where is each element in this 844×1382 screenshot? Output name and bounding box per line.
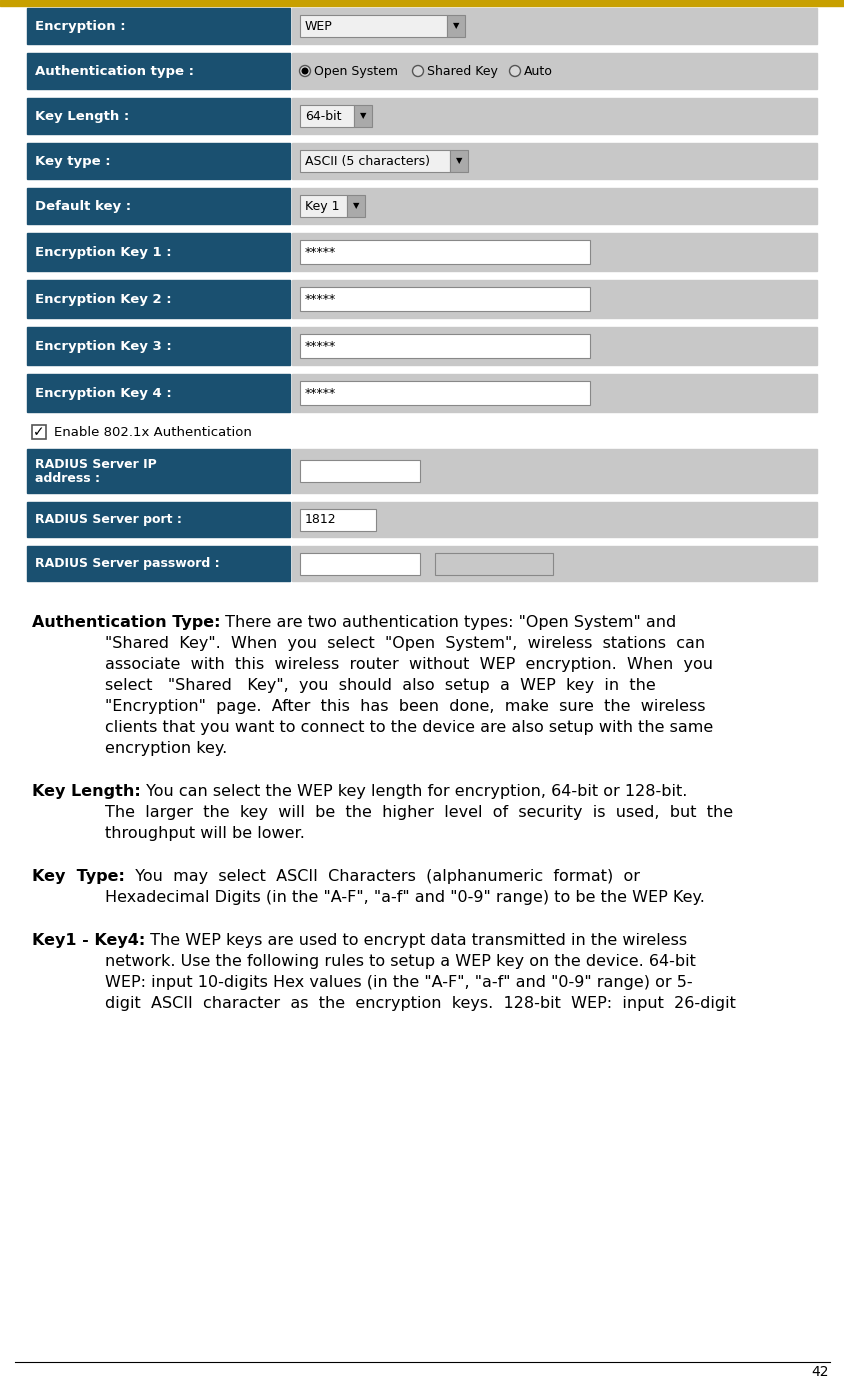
Text: RADIUS Server port :: RADIUS Server port :: [35, 513, 181, 527]
Text: 64-bit: 64-bit: [305, 109, 341, 123]
Text: You can select the WEP key length for encryption, 64-bit or 128-bit.: You can select the WEP key length for en…: [141, 784, 686, 799]
Bar: [27, 188, 289, 224]
Text: WEP: input 10-digits Hex values (in the "A-F", "a-f" and "0-9" range) or 5-: WEP: input 10-digits Hex values (in the …: [105, 974, 692, 990]
Text: ASCII (5 characters): ASCII (5 characters): [305, 155, 430, 167]
Text: WEP: WEP: [305, 19, 333, 33]
Bar: [354, 105, 371, 127]
Bar: [435, 553, 552, 575]
Bar: [292, 328, 816, 365]
Bar: [27, 375, 289, 412]
Bar: [27, 234, 289, 271]
Text: Encryption Key 4 :: Encryption Key 4 :: [35, 387, 171, 399]
Text: Key  Type:: Key Type:: [32, 869, 125, 884]
Bar: [300, 195, 347, 217]
Bar: [300, 460, 419, 482]
Text: 42: 42: [810, 1365, 828, 1379]
Text: *****: *****: [305, 293, 336, 305]
Text: Default key :: Default key :: [35, 199, 131, 213]
Text: ▼: ▼: [455, 156, 462, 166]
Bar: [292, 53, 816, 88]
Bar: [292, 8, 816, 44]
Bar: [27, 8, 289, 44]
Bar: [27, 281, 289, 318]
Text: Auto: Auto: [523, 65, 552, 77]
Text: *****: *****: [305, 340, 336, 352]
Text: Encryption Key 2 :: Encryption Key 2 :: [35, 293, 171, 305]
Bar: [300, 334, 589, 358]
Bar: [27, 328, 289, 365]
Text: Key 1: Key 1: [305, 199, 339, 213]
Bar: [300, 509, 376, 531]
Text: You  may  select  ASCII  Characters  (alphanumeric  format)  or: You may select ASCII Characters (alphanu…: [125, 869, 639, 884]
Text: network. Use the following rules to setup a WEP key on the device. 64-bit: network. Use the following rules to setu…: [105, 954, 695, 969]
Text: Encryption :: Encryption :: [35, 19, 126, 33]
Text: select   "Shared   Key",  you  should  also  setup  a  WEP  key  in  the: select "Shared Key", you should also set…: [105, 679, 655, 692]
Bar: [27, 142, 289, 180]
Text: The  larger  the  key  will  be  the  higher  level  of  security  is  used,  bu: The larger the key will be the higher le…: [105, 804, 733, 820]
Bar: [0, 0, 844, 6]
Bar: [300, 240, 589, 264]
Bar: [27, 53, 289, 88]
Bar: [292, 449, 816, 493]
Bar: [292, 142, 816, 180]
Text: Key type :: Key type :: [35, 155, 111, 167]
Bar: [292, 98, 816, 134]
Text: RADIUS Server password :: RADIUS Server password :: [35, 557, 219, 569]
Bar: [27, 98, 289, 134]
Text: Shared Key: Shared Key: [426, 65, 497, 77]
Bar: [292, 546, 816, 580]
Text: 1812: 1812: [305, 513, 336, 527]
Bar: [300, 105, 354, 127]
Bar: [300, 15, 446, 37]
Bar: [27, 546, 289, 580]
Text: Hexadecimal Digits (in the "A-F", "a-f" and "0-9" range) to be the WEP Key.: Hexadecimal Digits (in the "A-F", "a-f" …: [105, 890, 704, 905]
Text: Enable 802.1x Authentication: Enable 802.1x Authentication: [54, 426, 252, 438]
Text: digit  ASCII  character  as  the  encryption  keys.  128-bit  WEP:  input  26-di: digit ASCII character as the encryption …: [105, 996, 735, 1012]
Text: Encryption Key 3 :: Encryption Key 3 :: [35, 340, 171, 352]
Bar: [292, 188, 816, 224]
Text: Key Length:: Key Length:: [32, 784, 141, 799]
Text: *****: *****: [305, 246, 336, 258]
Text: address :: address :: [35, 471, 100, 485]
Text: ▼: ▼: [360, 112, 365, 120]
Bar: [292, 234, 816, 271]
Text: associate  with  this  wireless  router  without  WEP  encryption.  When  you: associate with this wireless router with…: [105, 656, 712, 672]
Bar: [27, 449, 289, 493]
Bar: [446, 15, 464, 37]
Text: Encryption Key 1 :: Encryption Key 1 :: [35, 246, 171, 258]
Text: clients that you want to connect to the device are also setup with the same: clients that you want to connect to the …: [105, 720, 712, 735]
Text: There are two authentication types: "Open System" and: There are two authentication types: "Ope…: [220, 615, 676, 630]
Bar: [300, 553, 419, 575]
Bar: [300, 287, 589, 311]
Text: Open System: Open System: [314, 65, 398, 77]
Circle shape: [509, 65, 520, 76]
Text: ▼: ▼: [452, 22, 458, 30]
Bar: [300, 151, 450, 171]
Bar: [32, 426, 46, 439]
Text: "Shared  Key".  When  you  select  "Open  System",  wireless  stations  can: "Shared Key". When you select "Open Syst…: [105, 636, 704, 651]
Bar: [347, 195, 365, 217]
Text: Authentication type :: Authentication type :: [35, 65, 194, 77]
Text: Authentication Type:: Authentication Type:: [32, 615, 220, 630]
Bar: [27, 502, 289, 538]
Bar: [292, 502, 816, 538]
Circle shape: [302, 68, 307, 73]
Text: Key1 - Key4:: Key1 - Key4:: [32, 933, 145, 948]
Text: RADIUS Server IP: RADIUS Server IP: [35, 457, 157, 470]
Text: encryption key.: encryption key.: [105, 741, 227, 756]
Circle shape: [412, 65, 423, 76]
Text: Key Length :: Key Length :: [35, 109, 129, 123]
Text: throughput will be lower.: throughput will be lower.: [105, 826, 305, 842]
Bar: [292, 375, 816, 412]
Bar: [450, 151, 468, 171]
Text: The WEP keys are used to encrypt data transmitted in the wireless: The WEP keys are used to encrypt data tr…: [145, 933, 686, 948]
Text: ▼: ▼: [352, 202, 359, 210]
Circle shape: [299, 65, 310, 76]
Text: ✓: ✓: [33, 426, 45, 439]
Text: "Encryption"  page.  After  this  has  been  done,  make  sure  the  wireless: "Encryption" page. After this has been d…: [105, 699, 705, 714]
Text: *****: *****: [305, 387, 336, 399]
Bar: [300, 381, 589, 405]
Bar: [292, 281, 816, 318]
